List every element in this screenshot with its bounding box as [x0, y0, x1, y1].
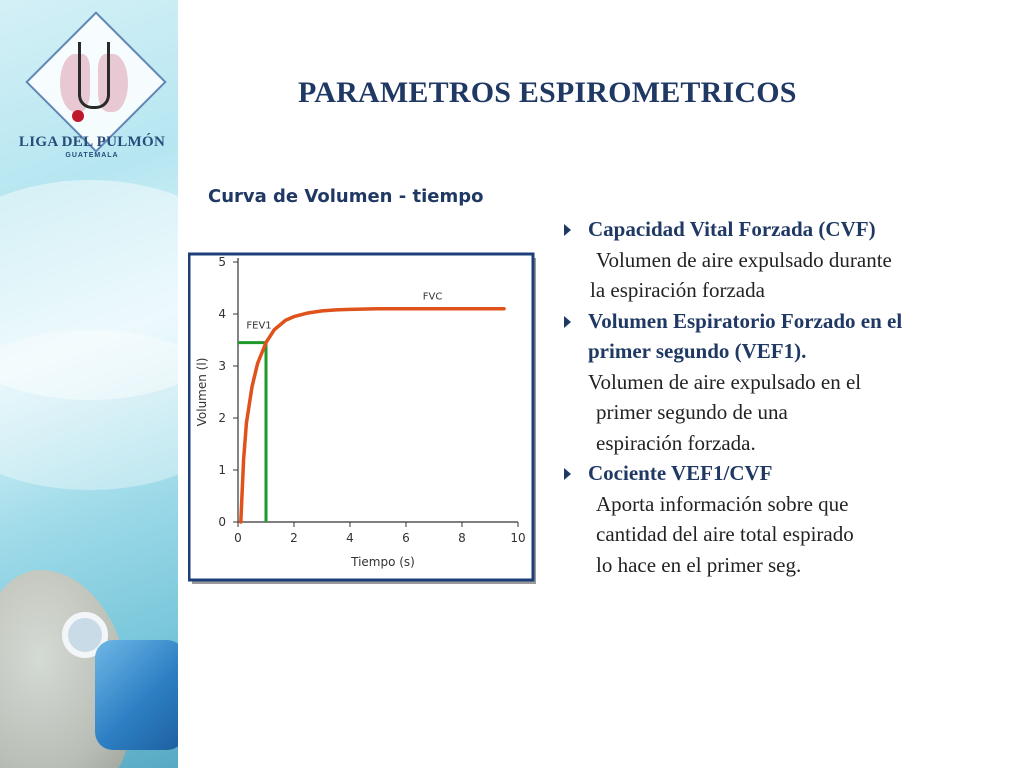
y-tick-label: 3 — [218, 359, 226, 373]
bullet-heading-text: primer segundo (VEF1). — [588, 339, 807, 363]
bullet-list: Capacidad Vital Forzada (CVF) Volumen de … — [562, 214, 1012, 580]
x-tick-label: 6 — [402, 531, 410, 545]
bullet-description: cantidad del aire total espirado — [596, 522, 854, 546]
slide-title: PARAMETROS ESPIROMETRICOS — [298, 76, 797, 109]
bullet-heading-text: Cociente VEF1/CVF — [588, 461, 773, 485]
bullet-description: espiración forzada. — [596, 430, 756, 455]
x-tick-label: 0 — [234, 531, 242, 545]
bullet-heading: Capacidad Vital Forzada (CVF) — [562, 214, 1012, 245]
stethoscope-chestpiece-icon — [72, 110, 84, 122]
chart-annotation: FEV1 — [246, 321, 271, 332]
bullet-description: lo hace en el primer seg. — [596, 552, 802, 577]
logo-title: LIGA DEL PULMÓN — [18, 134, 166, 150]
bullet-arrow-icon — [564, 468, 571, 480]
chart-annotation: FVC — [423, 291, 443, 302]
chart-subtitle: Curva de Volumen - tiempo — [208, 186, 484, 207]
bullet-item: Volumen Espiratorio Forzado en el primer … — [562, 306, 1012, 459]
background-wave — [0, 180, 178, 400]
x-tick-label: 10 — [510, 531, 525, 545]
stethoscope-icon — [78, 42, 110, 109]
bullet-description: la espiración forzada — [590, 278, 765, 302]
bullet-heading: Cociente VEF1/CVF — [562, 458, 1012, 489]
bullet-heading: Volumen Espiratorio Forzado en el — [562, 306, 1012, 337]
volume-time-chart: 0 1 2 3 4 5 0 2 4 6 8 10 Tiempo (s) Volumen (l) FEV1 FV… — [188, 252, 538, 586]
bullet-description: Volumen de aire expulsado en el — [588, 369, 862, 394]
x-tick-label: 4 — [346, 531, 354, 545]
y-tick-label: 4 — [218, 307, 226, 321]
bullet-heading-text: Capacidad Vital Forzada (CVF) — [588, 217, 876, 241]
background-wave — [0, 330, 178, 490]
logo-subtitle: GUATEMALA — [65, 152, 119, 159]
y-axis-label: Volumen (l) — [195, 358, 209, 427]
bullet-item: Capacidad Vital Forzada (CVF) Volumen de … — [562, 214, 1012, 306]
bullet-arrow-icon — [564, 224, 571, 236]
bullet-description: primer segundo de una — [596, 400, 788, 424]
spirometer-mouthpiece-image — [95, 640, 178, 750]
y-tick-label: 2 — [218, 411, 226, 425]
x-tick-label: 2 — [290, 531, 298, 545]
bullet-heading: primer segundo (VEF1). — [562, 336, 1012, 367]
y-tick-label: 1 — [218, 463, 226, 477]
bullet-item: Cociente VEF1/CVF Aporta información sobr… — [562, 458, 1012, 580]
y-tick-label: 5 — [218, 255, 226, 269]
volume-curve-line — [239, 307, 506, 524]
bullet-heading-text: Volumen Espiratorio Forzado en el — [588, 308, 903, 333]
liga-del-pulmon-logo: LIGA DEL PULMÓN GUATEMALA — [14, 11, 170, 172]
y-tick-label: 0 — [218, 515, 226, 529]
bullet-arrow-icon — [564, 315, 571, 328]
bullet-description: Volumen de aire expulsado durante — [596, 247, 892, 272]
bullet-description: Aporta información sobre que — [596, 491, 849, 516]
x-tick-label: 8 — [458, 531, 466, 545]
chart-svg: 0 1 2 3 4 5 0 2 4 6 8 10 Tiempo (s) Volumen (l) FEV1 FV… — [188, 252, 536, 584]
x-axis-label: Tiempo (s) — [350, 555, 415, 569]
